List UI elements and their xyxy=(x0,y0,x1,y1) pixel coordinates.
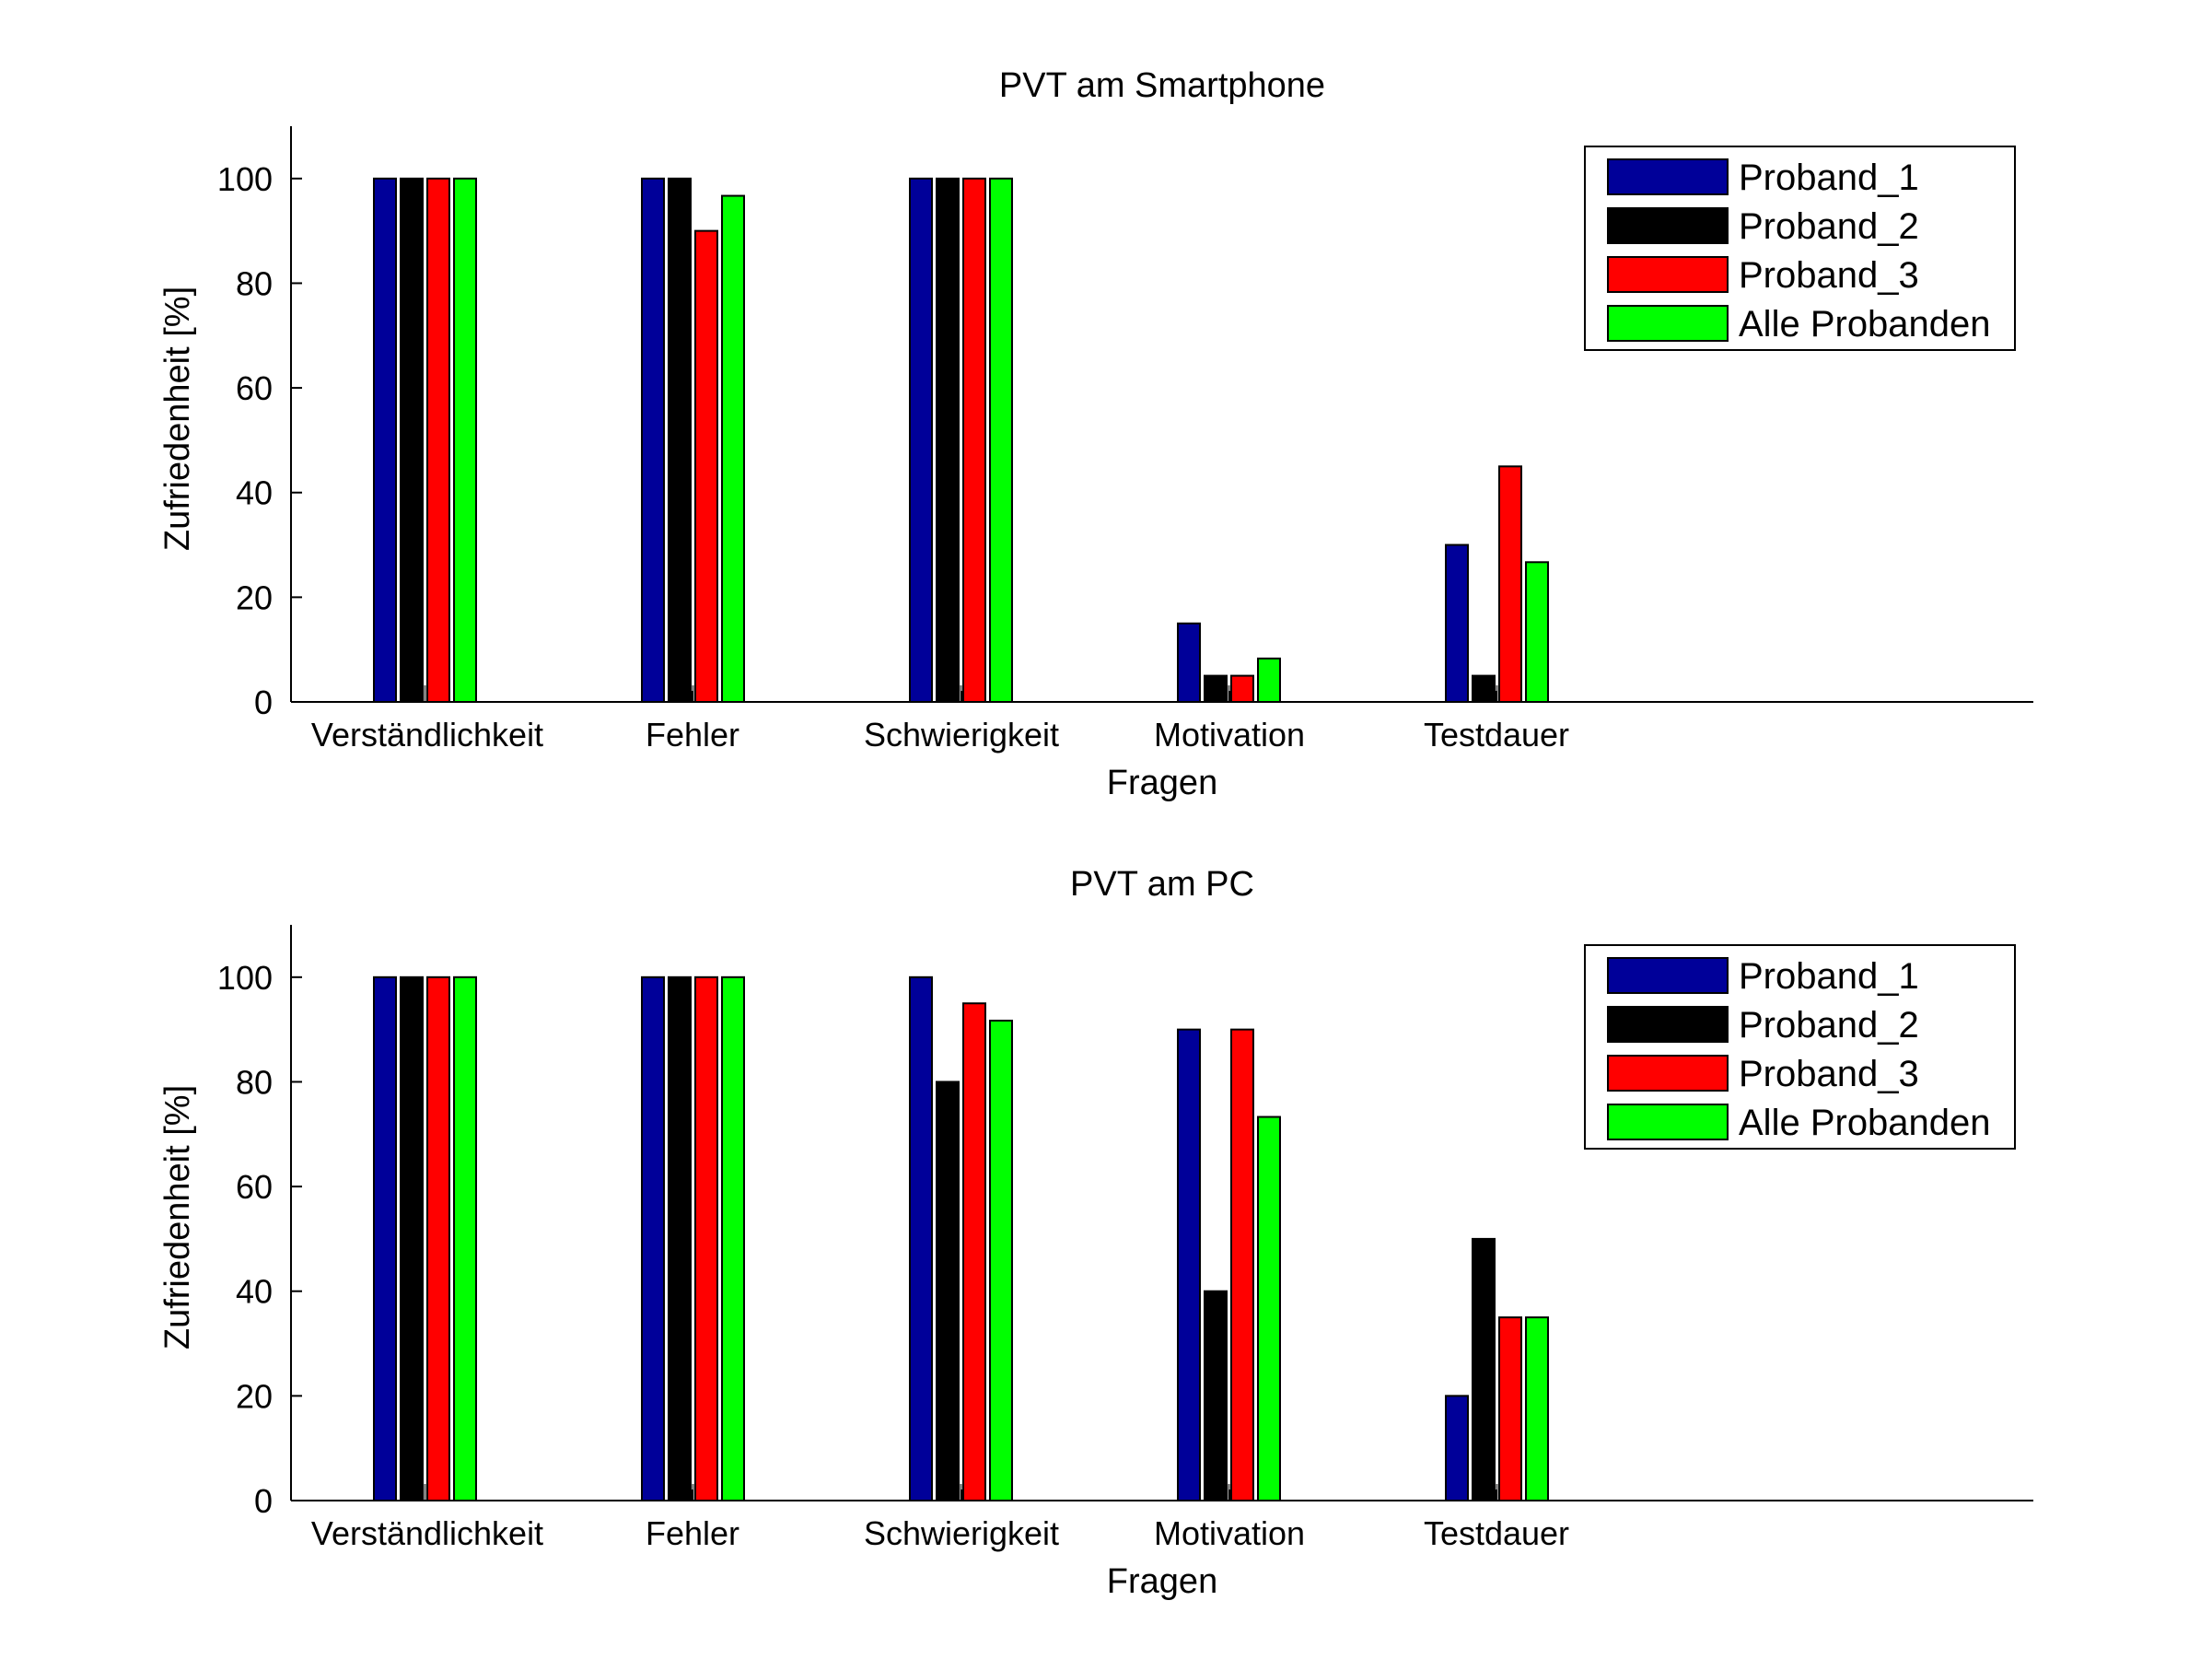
x-tick-label: Motivation xyxy=(1154,716,1305,754)
bar-proband_1-testdauer xyxy=(1445,543,1469,704)
legend-swatch xyxy=(1607,207,1729,244)
legend-label: Proband_1 xyxy=(1739,956,1919,997)
x-tick-label: Fehler xyxy=(646,1514,739,1552)
y-tick-label: 0 xyxy=(254,683,273,721)
y-tick-label: 0 xyxy=(254,1482,273,1520)
bar-proband_2-motivation xyxy=(1204,674,1228,703)
bar-alle-probanden-testdauer xyxy=(1525,561,1549,704)
bar-proband_3-verständlichkeit xyxy=(426,177,450,703)
bar-proband_2-verständlichkeit xyxy=(400,976,424,1502)
bar-proband_2-verständlichkeit xyxy=(400,177,424,703)
x-tick-label: Schwierigkeit xyxy=(864,1514,1059,1552)
y-tick-label: 80 xyxy=(236,1063,273,1101)
y-tick-label: 80 xyxy=(236,264,273,302)
bar-proband_2-testdauer xyxy=(1472,674,1496,703)
y-tick-label: 40 xyxy=(236,474,273,512)
x-tick-label: Schwierigkeit xyxy=(864,716,1059,754)
bar-proband_2-schwierigkeit xyxy=(936,177,960,703)
bar-alle-probanden-fehler xyxy=(721,976,745,1502)
y-tick-label: 60 xyxy=(236,1168,273,1206)
bar-alle-probanden-motivation xyxy=(1257,1116,1281,1501)
bar-proband_3-fehler xyxy=(694,229,718,704)
y-tick-label: 100 xyxy=(217,959,273,997)
bar-proband_3-verständlichkeit xyxy=(426,976,450,1502)
bar-proband_3-motivation xyxy=(1230,674,1254,703)
chart-title: PVT am PC xyxy=(1070,865,1254,904)
bar-proband_3-schwierigkeit xyxy=(962,177,986,703)
x-tick-label: Verständlichkeit xyxy=(311,716,543,754)
legend-swatch xyxy=(1607,256,1729,293)
legend-swatch xyxy=(1607,1055,1729,1092)
bar-proband_3-testdauer xyxy=(1498,1316,1522,1501)
bar-proband_1-verständlichkeit xyxy=(373,976,397,1502)
bar-proband_1-testdauer xyxy=(1445,1395,1469,1502)
legend-swatch xyxy=(1607,957,1729,994)
bar-proband_3-schwierigkeit xyxy=(962,1002,986,1501)
legend-label: Proband_1 xyxy=(1739,158,1919,198)
bar-proband_1-motivation xyxy=(1177,1028,1201,1501)
bar-proband_3-motivation xyxy=(1230,1028,1254,1501)
legend-label: Proband_2 xyxy=(1739,206,1919,247)
y-axis-label: Zufriedenheit [%] xyxy=(158,286,197,551)
bar-proband_1-fehler xyxy=(641,976,665,1502)
y-tick-label: 20 xyxy=(236,578,273,616)
chart-panel-2: PVT am PC 0 20 40 60 80 100 Verständlichkeit Feh… xyxy=(158,865,2033,1601)
chart-title: PVT am Smartphone xyxy=(999,66,1325,105)
bar-alle-probanden-testdauer xyxy=(1525,1316,1549,1501)
bar-alle-probanden-verständlichkeit xyxy=(453,976,477,1502)
bar-alle-probanden-motivation xyxy=(1257,657,1281,703)
legend-label: Proband_3 xyxy=(1739,1054,1919,1094)
bar-alle-probanden-fehler xyxy=(721,194,745,703)
bar-proband_1-motivation xyxy=(1177,622,1201,703)
y-tick-label: 20 xyxy=(236,1377,273,1415)
bar-proband_3-testdauer xyxy=(1498,465,1522,703)
legend-label: Proband_3 xyxy=(1739,255,1919,296)
x-tick-label: Verständlichkeit xyxy=(311,1514,543,1552)
x-tick-label: Fehler xyxy=(646,716,739,754)
bar-proband_2-fehler xyxy=(668,177,692,703)
legend: Proband_1 Proband_2 Proband_3 Alle Probande… xyxy=(1584,944,2016,1150)
legend-swatch xyxy=(1607,1104,1729,1140)
x-tick-label: Testdauer xyxy=(1424,716,1569,754)
x-tick-label: Testdauer xyxy=(1424,1514,1569,1552)
x-axis-label: Fragen xyxy=(1107,764,1217,802)
bar-proband_1-verständlichkeit xyxy=(373,177,397,703)
y-tick-label: 100 xyxy=(217,160,273,198)
bar-proband_2-fehler xyxy=(668,976,692,1502)
x-tick-label: Motivation xyxy=(1154,1514,1305,1552)
bar-proband_2-testdauer xyxy=(1472,1237,1496,1501)
bar-alle-probanden-schwierigkeit xyxy=(989,177,1013,703)
bar-proband_1-schwierigkeit xyxy=(909,976,933,1502)
bar-alle-probanden-schwierigkeit xyxy=(989,1019,1013,1501)
legend-label: Proband_2 xyxy=(1739,1005,1919,1046)
y-axis-label: Zufriedenheit [%] xyxy=(158,1085,197,1349)
bar-proband_3-fehler xyxy=(694,976,718,1502)
bar-proband_1-fehler xyxy=(641,177,665,703)
bar-proband_1-schwierigkeit xyxy=(909,177,933,703)
legend-label: Alle Probanden xyxy=(1739,304,1991,345)
x-axis-label: Fragen xyxy=(1107,1562,1217,1601)
chart-panel-1: PVT am Smartphone 0 20 40 60 80 100 Verständlic… xyxy=(158,66,2033,802)
legend: Proband_1 Proband_2 Proband_3 Alle Probande… xyxy=(1584,146,2016,351)
y-tick-label: 60 xyxy=(236,369,273,407)
legend-label: Alle Probanden xyxy=(1739,1103,1991,1143)
legend-swatch xyxy=(1607,305,1729,342)
bar-proband_2-schwierigkeit xyxy=(936,1081,960,1502)
bar-proband_2-motivation xyxy=(1204,1290,1228,1502)
legend-swatch xyxy=(1607,158,1729,195)
y-tick-label: 40 xyxy=(236,1273,273,1311)
bar-alle-probanden-verständlichkeit xyxy=(453,177,477,703)
legend-swatch xyxy=(1607,1006,1729,1043)
